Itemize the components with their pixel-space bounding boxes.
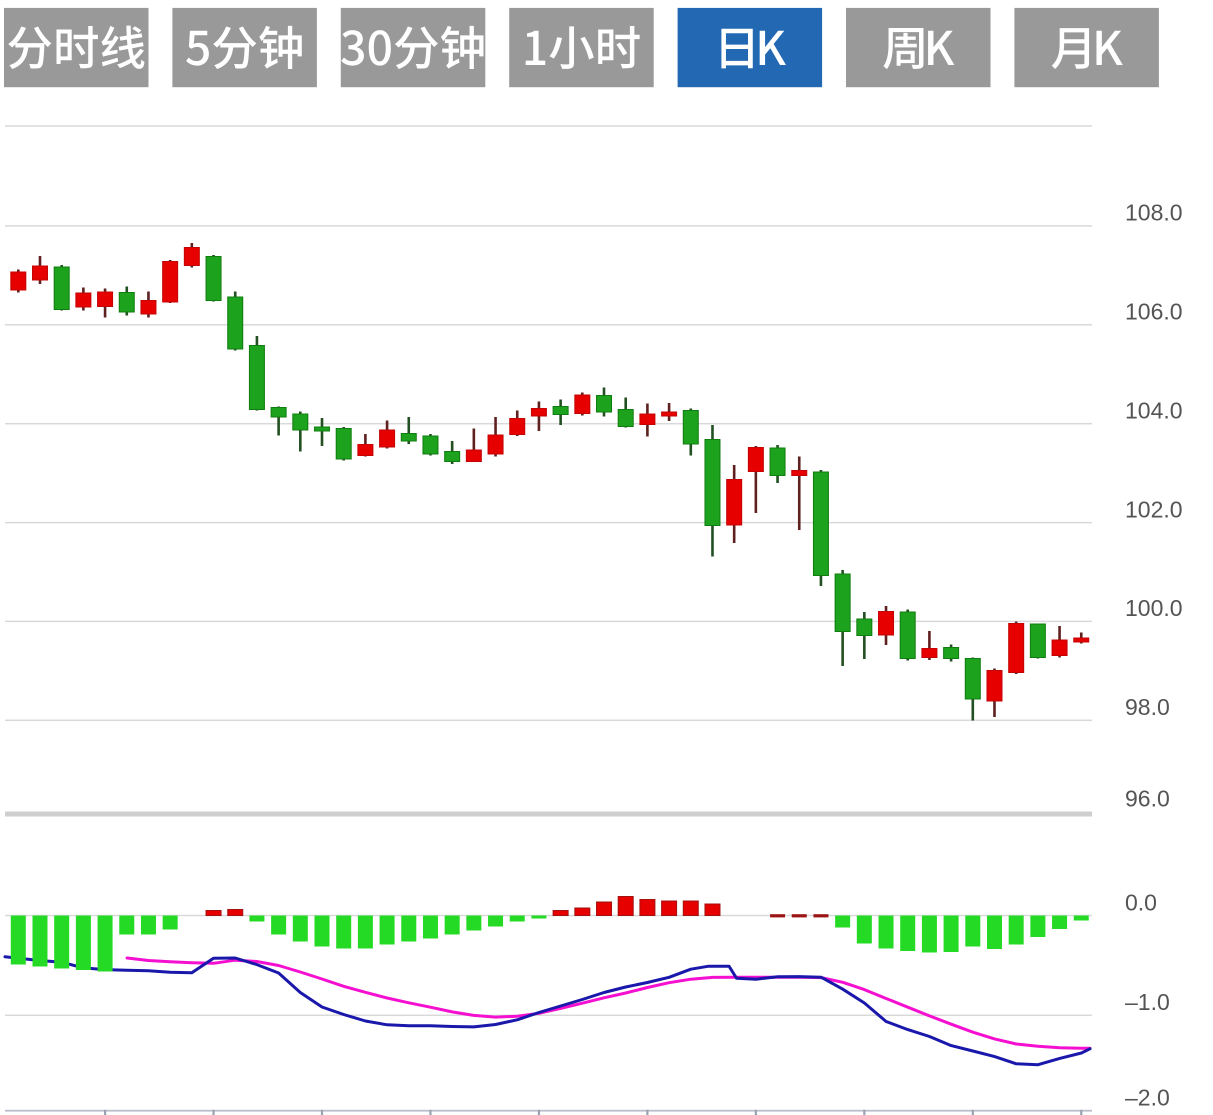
svg-text:–2.0: –2.0 bbox=[1125, 1084, 1170, 1110]
svg-text:–1.0: –1.0 bbox=[1125, 989, 1170, 1015]
svg-text:96.0: 96.0 bbox=[1125, 786, 1170, 812]
svg-text:106.0: 106.0 bbox=[1125, 299, 1183, 325]
svg-text:108.0: 108.0 bbox=[1125, 200, 1183, 226]
svg-text:98.0: 98.0 bbox=[1125, 694, 1170, 720]
svg-text:100.0: 100.0 bbox=[1125, 595, 1183, 621]
svg-text:0.0: 0.0 bbox=[1125, 889, 1157, 915]
svg-text:104.0: 104.0 bbox=[1125, 398, 1183, 424]
svg-text:102.0: 102.0 bbox=[1125, 496, 1183, 522]
